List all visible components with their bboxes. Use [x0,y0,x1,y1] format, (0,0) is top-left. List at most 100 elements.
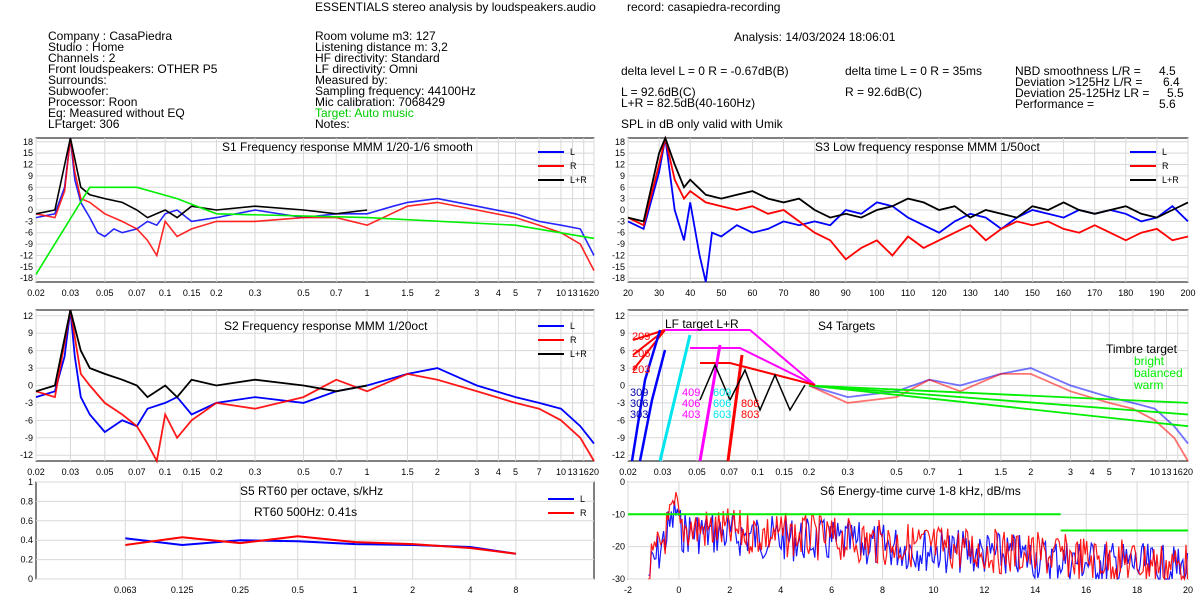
legend-label: L [570,147,575,157]
score-label: NBD smoothness L/R = [1015,64,1141,78]
series-line-l [35,309,595,445]
chart-subtitle: LF target L+R [665,317,739,331]
x-tick-label: 0.03 [62,467,80,477]
x-tick-label: 0.02 [27,467,45,477]
series-line-lr [627,135,1189,223]
series-line-target [35,186,595,275]
x-tick-label: 0.03 [62,288,80,298]
x-tick-label: 0.07 [128,467,146,477]
series-line-r [648,491,1189,582]
chart-title: S3 Low frequency response MMM 1/50oct [815,140,1040,154]
x-tick-label: 0 [676,585,681,595]
legend-label: R [580,508,587,518]
x-tick-label: 0.07 [721,467,739,477]
x-tick-label: 190 [1149,288,1164,298]
report-title: ESSENTIALS stereo analysis by loudspeake… [315,0,596,14]
record-name: record: casapiedra-recording [627,0,781,14]
info-left: Company : CasaPiedra Studio : Home Chann… [48,29,217,130]
x-tick-label: 90 [841,288,851,298]
y-tick-label: 0 [620,205,625,215]
x-tick-label: 70 [779,288,789,298]
info-processor: Processor: Roon [48,95,138,109]
x-tick-label: 12 [979,585,989,595]
x-tick-label: 110 [901,288,915,298]
x-tick-label: 18 [1132,585,1142,595]
y-tick-label: 0 [620,381,625,391]
info-room: Room volume m3: 127 [315,29,436,43]
y-tick-label: 0 [620,477,625,487]
x-tick-label: 5 [513,288,518,298]
chart-title: S2 Frequency response MMM 1/20oct [224,319,428,333]
score-value: 6.4 [1163,75,1180,89]
legend-label: L+R [570,349,587,359]
lf-target-line [638,349,667,462]
y-tick-label: 12 [615,311,625,321]
info-company: Company : CasaPiedra [48,29,173,43]
r-spl: R = 92.6dB(C) [845,85,923,99]
y-tick-label: 9 [28,328,33,338]
lf-target-line [632,329,666,371]
info-lf: LF directivity: Omni [315,62,418,76]
x-tick-label: 7 [537,288,542,298]
x-tick-label: 5 [513,467,518,477]
score-value: 5.6 [1159,97,1176,111]
y-tick-label: -20 [612,542,625,552]
timbre-title: Timbre target [1106,342,1178,356]
y-tick-label: -3 [617,398,625,408]
x-tick-label: 6 [829,585,834,595]
x-tick-label: 3 [474,467,479,477]
x-tick-label: 16 [579,288,589,298]
x-tick-label: 16 [1173,467,1183,477]
lf-target-line [658,334,692,462]
y-tick-label: 3 [28,363,33,373]
info-mic: Mic calibration: 7068429 [315,95,446,109]
y-tick-label: -9 [25,239,33,249]
score-label: Performance = [1015,97,1095,111]
spl-note: SPL in dB only valid with Umik [621,117,783,131]
x-tick-label: 20 [589,288,599,298]
x-tick-label: 1.5 [401,288,414,298]
x-tick-label: 13 [1161,467,1171,477]
y-tick-label: 1 [28,477,33,487]
y-tick-label: 3 [28,194,33,204]
legend-label: L+R [570,175,587,185]
legend-label: R [1162,161,1169,171]
y-tick-label: -9 [617,433,625,443]
x-tick-label: 0.2 [210,467,223,477]
x-tick-label: 0.07 [128,288,146,298]
x-tick-label: 30 [654,288,664,298]
y-tick-label: -3 [25,216,33,226]
info-target: Target: Auto music [315,106,414,120]
series-line-lr [35,309,368,399]
y-tick-label: -3 [617,216,625,226]
l-spl: L = 92.6dB(C) [621,85,696,99]
x-tick-label: 0.25 [231,585,249,595]
x-tick-label: 7 [537,467,542,477]
y-tick-label: 0.4 [20,535,33,545]
target-code-label: 606 [713,398,731,410]
y-tick-label: -12 [612,250,625,260]
x-tick-label: 0.5 [890,467,903,477]
y-tick-label: -6 [617,228,625,238]
x-tick-label: 1 [365,467,370,477]
x-tick-label: 2 [727,585,732,595]
legend-label: R [570,161,577,171]
y-tick-label: -9 [617,239,625,249]
x-tick-label: 4 [468,585,473,595]
x-tick-label: 1 [365,288,370,298]
target-code-label: 406 [682,398,700,410]
target-code-label: 206 [632,348,650,360]
legend-label: L [580,494,585,504]
x-tick-label: 60 [747,288,757,298]
y-tick-label: -6 [25,228,33,238]
y-tick-label: -18 [612,273,625,283]
x-tick-label: 40 [685,288,695,298]
y-tick-label: 0.8 [20,496,33,506]
score-value: 5.5 [1167,86,1184,100]
y-tick-label: 3 [620,363,625,373]
y-tick-label: 0 [28,574,33,584]
y-tick-label: -18 [20,273,33,283]
x-tick-label: 10 [556,467,566,477]
target-code-label: 303 [630,409,648,421]
